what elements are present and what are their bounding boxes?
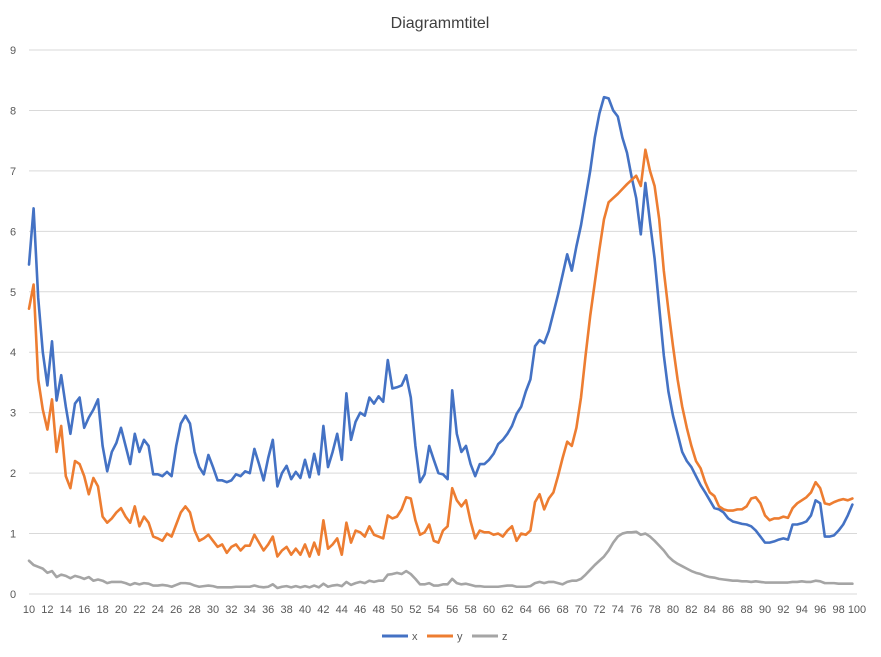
x-tick-label: 60 [483,604,495,616]
x-tick-label: 52 [409,604,421,616]
x-tick-label: 92 [777,604,789,616]
x-tick-label: 34 [244,604,256,616]
x-tick-label: 100 [848,604,866,616]
x-tick-label: 16 [78,604,90,616]
x-tick-label: 30 [207,604,219,616]
x-tick-label: 14 [60,604,72,616]
y-tick-label: 7 [10,166,16,178]
x-tick-label: 24 [152,604,164,616]
x-tick-label: 12 [41,604,53,616]
x-tick-label: 22 [133,604,145,616]
series-line-x [27,95,854,544]
x-tick-label: 44 [336,604,348,616]
x-axis-ticks: 10 12 14 16 18 20 22 24 26 28 30 32 34 36 38 40 42 44 46 48… [23,604,866,616]
x-tick-label: 38 [280,604,292,616]
x-tick-label: 26 [170,604,182,616]
y-tick-label: 4 [10,347,16,359]
x-tick-label: 56 [446,604,458,616]
x-tick-label: 94 [796,604,808,616]
legend-label-z: z [502,631,508,643]
x-tick-label: 32 [225,604,237,616]
x-tick-label: 76 [630,604,642,616]
legend-label-x: x [412,631,418,643]
y-tick-label: 3 [10,408,16,420]
x-tick-label: 48 [372,604,384,616]
y-axis-ticks: 0 1 2 3 4 5 6 7 8 9 [10,45,16,601]
y-tick-label: 2 [10,468,16,480]
y-tick-label: 0 [10,589,16,601]
series-lines [27,95,854,590]
x-tick-label: 20 [115,604,127,616]
y-tick-label: 8 [10,105,16,117]
legend-label-y: y [457,631,463,643]
x-tick-label: 96 [814,604,826,616]
x-tick-label: 62 [501,604,513,616]
y-tick-label: 5 [10,287,16,299]
x-tick-label: 86 [722,604,734,616]
x-tick-label: 70 [575,604,587,616]
x-tick-label: 74 [612,604,624,616]
x-tick-label: 82 [685,604,697,616]
y-tick-label: 1 [10,529,16,541]
x-tick-label: 58 [464,604,476,616]
x-tick-label: 72 [593,604,605,616]
x-tick-label: 80 [667,604,679,616]
x-tick-label: 18 [96,604,108,616]
x-tick-label: 54 [428,604,440,616]
x-tick-label: 42 [317,604,329,616]
x-tick-label: 66 [538,604,550,616]
x-tick-label: 88 [740,604,752,616]
x-tick-label: 46 [354,604,366,616]
x-tick-label: 68 [556,604,568,616]
x-tick-label: 36 [262,604,274,616]
x-tick-label: 90 [759,604,771,616]
series-line-y [27,148,854,558]
x-tick-label: 10 [23,604,35,616]
chart-title: Diagrammtitel [391,15,490,32]
x-tick-label: 84 [704,604,716,616]
x-tick-label: 64 [520,604,532,616]
x-tick-label: 78 [648,604,660,616]
x-tick-label: 98 [832,604,844,616]
x-tick-label: 50 [391,604,403,616]
legend: x y z [382,631,508,643]
series-line-z [27,530,854,590]
x-tick-label: 28 [188,604,200,616]
x-tick-label: 40 [299,604,311,616]
y-tick-label: 6 [10,226,16,238]
y-tick-label: 9 [10,45,16,57]
